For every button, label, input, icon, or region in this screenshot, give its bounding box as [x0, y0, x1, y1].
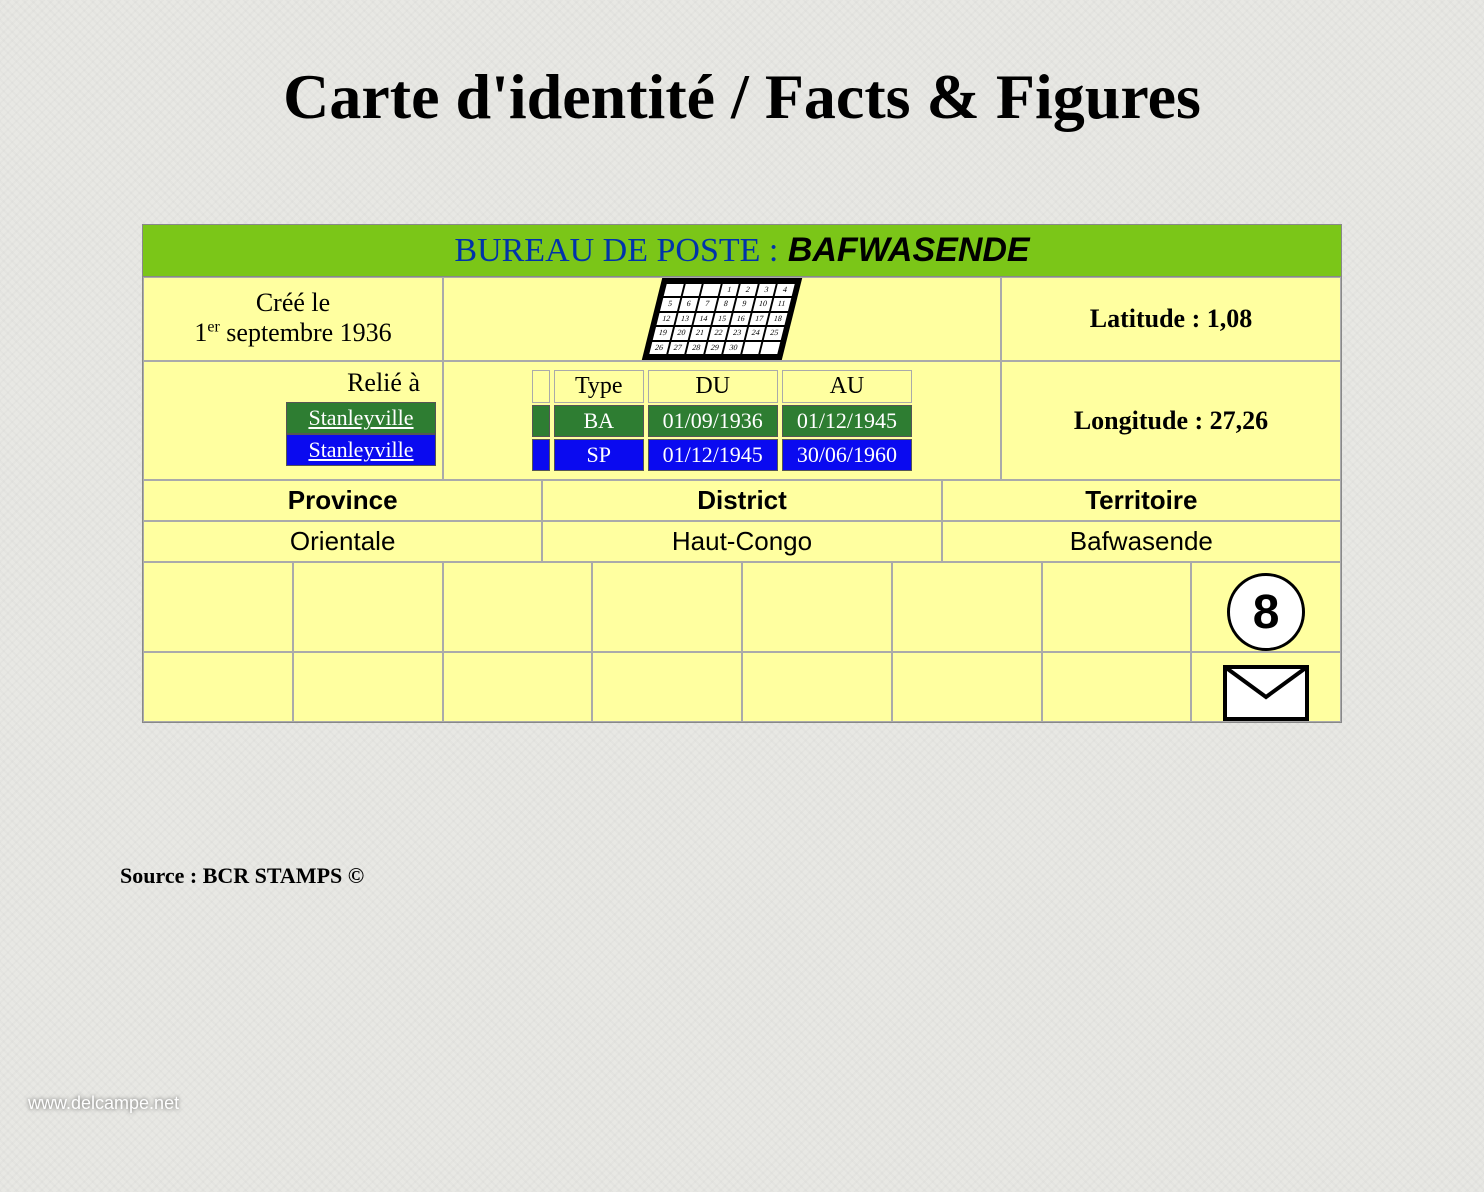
row-links: Relié à Stanleyville Stanleyville Type D…	[143, 361, 1341, 480]
row-admin-values: Orientale Haut-Congo Bafwasende	[143, 521, 1341, 562]
latitude-cell: Latitude : 1,08	[1001, 277, 1341, 361]
slot-3	[443, 562, 593, 652]
card-header: BUREAU DE POSTE : BAFWASENDE	[143, 225, 1341, 277]
row-admin-headers: Province District Territoire	[143, 480, 1341, 521]
dates-table-cell: Type DU AU BA 01/09/1936 01/12/1945 SP 0…	[443, 361, 1001, 480]
slot2-8-envelope	[1191, 652, 1341, 722]
dates-row-0-du: 01/09/1936	[648, 405, 778, 437]
admin-header-territoire: Territoire	[942, 480, 1341, 521]
relie-row-0[interactable]: Stanleyville	[286, 402, 436, 434]
admin-value-territoire: Bafwasende	[942, 521, 1341, 562]
header-prefix: BUREAU DE POSTE :	[454, 232, 778, 269]
slot2-1	[143, 652, 293, 722]
created-label: Créé le	[150, 288, 436, 318]
relie-label: Relié à	[331, 368, 436, 402]
admin-value-district: Haut-Congo	[542, 521, 941, 562]
created-cell: Créé le 1er septembre 1936	[143, 277, 443, 361]
facts-card: BUREAU DE POSTE : BAFWASENDE Créé le 1er…	[142, 224, 1342, 723]
slot-2	[293, 562, 443, 652]
admin-header-province: Province	[143, 480, 542, 521]
dates-header-au: AU	[782, 370, 912, 403]
relie-row-1[interactable]: Stanleyville	[286, 434, 436, 466]
slot2-5	[742, 652, 892, 722]
dates-table: Type DU AU BA 01/09/1936 01/12/1945 SP 0…	[528, 368, 916, 473]
envelope-icon	[1223, 665, 1309, 721]
dates-row-1-du: 01/12/1945	[648, 439, 778, 471]
row-created: Créé le 1er septembre 1936 1234 56789101…	[143, 277, 1341, 361]
dates-row-0: BA 01/09/1936 01/12/1945	[532, 405, 912, 437]
slot2-7	[1042, 652, 1192, 722]
created-date: 1er septembre 1936	[150, 318, 436, 348]
slot-8-ball: 8	[1191, 562, 1341, 652]
admin-header-district: District	[542, 480, 941, 521]
calendar-icon: 1234 567891011 12131415161718 1920212223…	[642, 278, 802, 360]
dates-header-row: Type DU AU	[532, 370, 912, 403]
dates-row-1-au: 30/06/1960	[782, 439, 912, 471]
slot-6	[892, 562, 1042, 652]
calendar-cell: 1234 567891011 12131415161718 1920212223…	[443, 277, 1001, 361]
slot-4	[592, 562, 742, 652]
dates-row-0-au: 01/12/1945	[782, 405, 912, 437]
eight-ball-icon: 8	[1227, 573, 1305, 651]
row-slots-1: 8	[143, 562, 1341, 652]
admin-value-province: Orientale	[143, 521, 542, 562]
dates-row-0-spacer	[532, 405, 550, 437]
slot-1	[143, 562, 293, 652]
longitude-cell: Longitude : 27,26	[1001, 361, 1341, 480]
header-name: BAFWASENDE	[788, 231, 1030, 269]
dates-row-1: SP 01/12/1945 30/06/1960	[532, 439, 912, 471]
page-title: Carte d'identité / Facts & Figures	[0, 60, 1484, 134]
dates-row-1-spacer	[532, 439, 550, 471]
relie-cell-group: Relié à Stanleyville Stanleyville	[143, 361, 443, 480]
dates-header-spacer	[532, 370, 550, 403]
dates-header-type: Type	[554, 370, 644, 403]
slot2-6	[892, 652, 1042, 722]
slot2-2	[293, 652, 443, 722]
slot-7	[1042, 562, 1192, 652]
source-credit: Source : BCR STAMPS ©	[120, 863, 1484, 889]
dates-row-0-type: BA	[554, 405, 644, 437]
slot2-4	[592, 652, 742, 722]
watermark: www.delcampe.net	[28, 1093, 179, 1114]
slot2-3	[443, 652, 593, 722]
slot-5	[742, 562, 892, 652]
dates-row-1-type: SP	[554, 439, 644, 471]
row-slots-2	[143, 652, 1341, 722]
dates-header-du: DU	[648, 370, 778, 403]
